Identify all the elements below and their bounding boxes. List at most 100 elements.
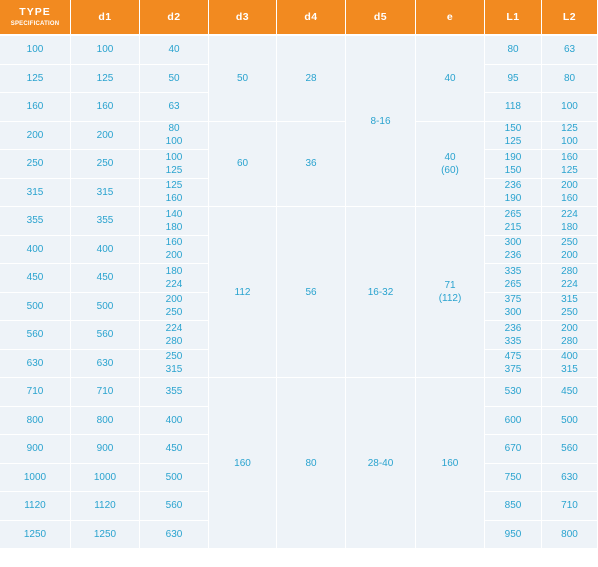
d2-cell: 630	[140, 520, 209, 549]
l1-cell: 475 375	[485, 349, 542, 378]
l1-cell-value: 150	[504, 164, 522, 176]
l2-cell: 125 100	[542, 121, 597, 150]
d2-cell-value: 160	[165, 193, 183, 205]
l2-cell-value: 400	[561, 351, 578, 363]
l1-cell: 850	[485, 492, 542, 521]
table-row: 250 250 100 125 190 150 160 125	[0, 150, 597, 179]
d2-cell-value: 180	[165, 221, 183, 233]
e-cell: 160	[416, 378, 485, 549]
d5-cell: 8-16	[346, 36, 416, 207]
d2-cell: 250 315	[140, 349, 209, 378]
type-sub-label: SPECIFICATION	[10, 21, 60, 27]
table-row: 200 200 80 100 60 36 40 (60) 150 125 125 100	[0, 121, 597, 207]
l2-cell: 315 250	[542, 292, 597, 321]
e-cell-value: 160	[441, 457, 459, 469]
d1-cell: 100	[71, 36, 140, 65]
d1-cell: 560	[71, 321, 140, 350]
type-cell: 500	[0, 292, 71, 321]
d2-cell: 560	[140, 492, 209, 521]
l1-cell-value: 236	[504, 250, 522, 262]
d2-cell-value: 63	[168, 101, 180, 113]
l2-cell: 200 280	[542, 321, 597, 350]
l2-cell: 200 160	[542, 178, 597, 207]
l1-cell: 670	[485, 435, 542, 464]
d2-cell-value: 50	[168, 72, 180, 84]
d3-cell: 50	[209, 36, 277, 122]
l1-cell-value: 190	[504, 151, 522, 163]
type-label: TYPE	[19, 6, 51, 18]
l2-cell-value: 100	[561, 101, 578, 113]
l2-cell: 100	[542, 93, 597, 122]
d4-cell: 80	[277, 378, 346, 549]
d2-cell-value: 180	[165, 265, 183, 277]
l1-cell: 375 300	[485, 292, 542, 321]
type-cell: 630	[0, 349, 71, 378]
l2-cell-value: 180	[561, 221, 578, 233]
d2-cell: 50	[140, 64, 209, 93]
l1-cell-value: 95	[507, 72, 519, 84]
d3-cell-value: 160	[234, 457, 251, 469]
e-cell: 40 (60)	[416, 121, 485, 207]
type-cell: 900	[0, 435, 71, 464]
d3-cell-value: 50	[236, 72, 249, 84]
l2-cell-value: 315	[561, 294, 578, 306]
d2-cell-value: 140	[165, 208, 183, 220]
table-row: 710 710 355 160 80 28-40 160 530 450	[0, 378, 597, 549]
l1-cell: 118	[485, 93, 542, 122]
type-cell: 315	[0, 178, 71, 207]
l1-cell-value: 600	[504, 414, 522, 426]
l1-cell: 600	[485, 406, 542, 435]
d2-cell-value: 40	[168, 44, 180, 56]
l1-cell-value: 375	[504, 364, 522, 376]
l1-cell: 80	[485, 36, 542, 65]
specification-table: TYPE SPECIFICATION d1 d2 d3 d4 d5 e L1 L…	[0, 0, 597, 549]
l2-cell-value: 125	[561, 164, 578, 176]
d1-cell: 1120	[71, 492, 140, 521]
d1-cell: 1000	[71, 463, 140, 492]
l2-cell: 450	[542, 378, 597, 407]
d1-cell: 630	[71, 349, 140, 378]
l1-cell-value: 125	[504, 136, 522, 148]
d2-cell: 40	[140, 36, 209, 65]
d1-cell: 200	[71, 121, 140, 150]
type-cell: 1250	[0, 520, 71, 549]
d2-cell-value: 100	[165, 136, 183, 148]
e-cell-value: 40	[444, 151, 456, 163]
d2-cell: 500	[140, 463, 209, 492]
l1-cell-value: 850	[504, 500, 522, 512]
l2-cell-value: 160	[561, 151, 578, 163]
d1-cell: 800	[71, 406, 140, 435]
table-row: 1000 1000 500 750 630	[0, 463, 597, 492]
d2-cell-value: 250	[165, 351, 183, 363]
l2-cell-value: 224	[561, 208, 578, 220]
d1-cell: 500	[71, 292, 140, 321]
l2-cell-value: 80	[563, 72, 576, 84]
l2-cell-value: 280	[561, 265, 578, 277]
l1-cell-value: 118	[505, 101, 521, 113]
l1-cell-value: 950	[504, 528, 522, 540]
d2-cell: 63	[140, 93, 209, 122]
l1-cell: 950	[485, 520, 542, 549]
l2-cell-value: 500	[561, 414, 578, 426]
table-body: 100 100 40 50 28 8-16 40 80 63 125 125 50 95 80 160 160…	[0, 36, 597, 549]
l1-cell: 300 236	[485, 235, 542, 264]
l2-cell: 160 125	[542, 150, 597, 179]
type-cell: 160	[0, 93, 71, 122]
column-header-d2: d2	[140, 0, 209, 36]
l2-cell: 800	[542, 520, 597, 549]
d1-cell: 160	[71, 93, 140, 122]
l1-cell: 750	[485, 463, 542, 492]
d2-cell-value: 224	[165, 322, 183, 334]
l2-cell-value: 200	[561, 322, 578, 334]
l2-cell: 560	[542, 435, 597, 464]
l1-cell: 190 150	[485, 150, 542, 179]
d4-cell-value: 36	[305, 158, 317, 170]
e-cell-value: (112)	[438, 293, 462, 304]
l2-cell-value: 280	[561, 335, 578, 347]
d2-cell-value: 80	[168, 123, 180, 135]
d2-cell: 160 200	[140, 235, 209, 264]
l2-cell-value: 630	[561, 471, 578, 483]
d2-cell-value: 200	[165, 294, 183, 306]
l2-cell: 224 180	[542, 207, 597, 236]
l1-cell-value: 375	[504, 294, 522, 306]
